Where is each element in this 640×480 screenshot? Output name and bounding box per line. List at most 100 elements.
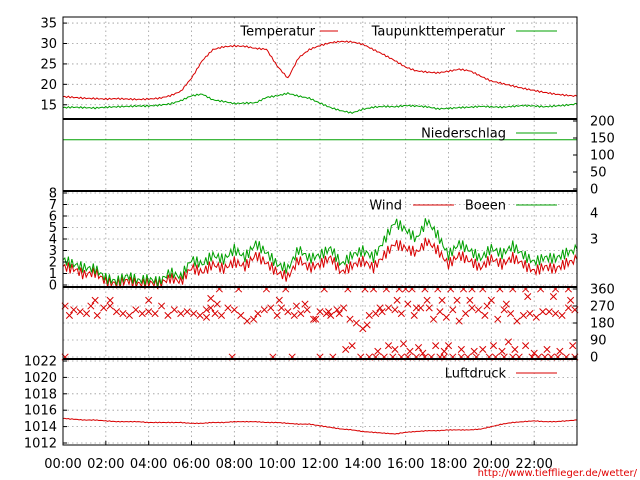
wind-direction-point: [511, 345, 519, 353]
series-layer: [61, 40, 579, 435]
wind-direction-point: [254, 310, 262, 318]
x-tick-label: 22:00: [515, 457, 552, 472]
wind-direction-point: [290, 311, 298, 319]
wind-direction-point: [202, 306, 211, 314]
wind-direction-point: [202, 313, 211, 321]
wind-direction-point: [425, 304, 433, 312]
series-line-luftdruck: [63, 417, 578, 435]
y-tick-label: 1012: [24, 437, 57, 452]
wind-direction-point: [444, 342, 453, 350]
wind-direction-point: [436, 308, 444, 316]
wind-direction-point: [545, 308, 553, 316]
wind-direction-point: [479, 345, 487, 353]
series-line-wind: [62, 237, 578, 290]
y-tick-label: 35: [40, 17, 57, 32]
x-tick-label: 10:00: [258, 457, 295, 472]
y-tick-label: 270: [590, 300, 615, 315]
wind-direction-point: [348, 342, 356, 350]
y2-tick-label: 4: [590, 207, 598, 222]
wind-direction-point: [132, 306, 140, 314]
wind-direction-point: [474, 306, 483, 314]
wind-direction-point: [429, 315, 438, 323]
wind-direction-point: [530, 349, 538, 357]
wind-direction-point: [532, 313, 540, 321]
x-tick-label: 00:00: [44, 457, 81, 472]
y-tick-label: 100: [590, 149, 615, 164]
wind-direction-point: [440, 347, 448, 355]
y-tick-label: 2: [49, 256, 57, 271]
wind-direction-point: [292, 302, 300, 310]
wind-direction-point: [410, 311, 418, 319]
legend-label: Wind: [369, 199, 402, 214]
wind-direction-point: [556, 347, 564, 355]
wind-direction-point: [207, 304, 215, 312]
wind-direction-point: [145, 308, 153, 316]
wind-direction-point: [462, 310, 470, 318]
y-tick-label: 5: [49, 221, 57, 236]
wind-direction-point: [543, 345, 551, 353]
wind-direction-point: [106, 296, 114, 304]
wind-direction-point: [449, 306, 457, 314]
wind-direction-point: [260, 306, 268, 314]
wind-direction-point: [522, 342, 530, 350]
wind-direction-point: [100, 304, 108, 312]
wind-direction-point: [397, 310, 405, 318]
legend-label: Niederschlag: [421, 127, 506, 142]
wind-direction-point: [384, 304, 393, 312]
wind-direction-point: [138, 310, 146, 318]
wind-direction-point: [119, 310, 127, 318]
wind-direction-point: [346, 315, 354, 323]
y-tick-label: 25: [40, 57, 57, 72]
wind-direction-point: [91, 296, 99, 304]
y-tick-label: 20: [40, 78, 57, 93]
wind-direction-point: [125, 311, 133, 319]
wind-direction-point: [284, 308, 292, 316]
wind-direction-point: [273, 311, 281, 319]
x-tick-label: 02:00: [87, 457, 124, 472]
wind-direction-point: [325, 308, 333, 316]
wind-direction-point: [301, 300, 309, 308]
wind-direction-point: [539, 308, 547, 316]
x-tick-label: 18:00: [430, 457, 467, 472]
y-tick-label: 0: [590, 183, 598, 198]
wind-direction-point: [494, 315, 502, 323]
wind-direction-point: [342, 345, 350, 353]
y-tick-label: 1: [49, 267, 57, 282]
wind-direction-point: [384, 342, 393, 350]
wind-direction-point: [404, 300, 412, 308]
wind-direction-point: [190, 310, 198, 318]
y-tick-label: 15: [40, 98, 57, 113]
legend-label: Luftdruck: [445, 367, 507, 382]
wind-direction-point: [526, 310, 534, 318]
y-tick-label: 1016: [24, 404, 57, 419]
wind-direction-point: [250, 315, 258, 323]
wind-direction-point: [470, 347, 478, 355]
legend-label: Taupunkttemperatur: [371, 25, 506, 40]
wind-direction-point: [558, 311, 566, 319]
wind-direction-point: [466, 296, 474, 304]
wind-direction-point: [275, 296, 283, 304]
wind-direction-point: [310, 315, 318, 323]
y-tick-label: 150: [590, 132, 615, 147]
wind-direction-point: [468, 304, 476, 312]
wind-direction-point: [391, 306, 399, 314]
wind-direction-point: [564, 304, 572, 312]
wind-direction-point: [297, 310, 305, 318]
wind-direction-point: [457, 345, 465, 353]
wind-direction-point: [267, 304, 275, 312]
wind-direction-point: [391, 345, 399, 353]
wind-direction-point: [423, 296, 431, 304]
wind-direction-point: [93, 311, 101, 319]
credit-link[interactable]: http://www.tiefflieger.de/wetter/: [478, 468, 638, 479]
wind-direction-point: [378, 308, 386, 316]
wind-direction-point: [453, 296, 461, 304]
y-tick-label: 1014: [24, 420, 57, 435]
wind-direction-point: [224, 304, 232, 312]
y-tick-label: 6: [49, 210, 57, 225]
wind-direction-point: [419, 349, 427, 357]
wind-direction-point: [438, 296, 446, 304]
y-tick-label: 1020: [24, 371, 57, 386]
y-tick-label: 50: [590, 166, 607, 181]
y-tick-label: 3: [49, 244, 57, 259]
